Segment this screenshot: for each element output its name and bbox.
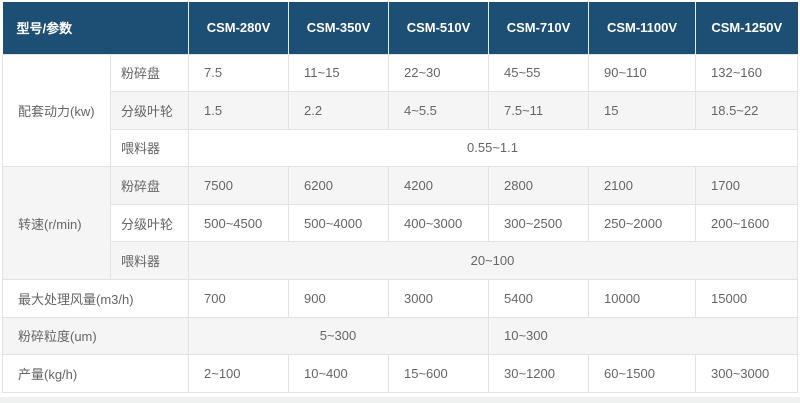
- cell-value: 3000: [388, 279, 489, 318]
- cell-value: 5400: [488, 279, 589, 318]
- product-spec-table: 型号/参数 CSM-280V CSM-350V CSM-510V CSM-710…: [2, 2, 798, 393]
- cell-value: 15000: [695, 279, 798, 318]
- cell-value: 11~15: [288, 53, 389, 93]
- cell-value: 10000: [588, 279, 696, 318]
- cell-value: 10~400: [288, 354, 389, 393]
- cell-value: 300~2500: [488, 203, 589, 243]
- header-model-csm-350v: CSM-350V: [288, 2, 389, 54]
- cell-value: 7500: [188, 166, 289, 205]
- cell-value: 2.2: [288, 91, 389, 130]
- header-model-csm-1250v: CSM-1250V: [695, 2, 798, 54]
- table-row-speed-disc: 转速(r/min) 粉碎盘 7500 6200 4200 2800 2100 1…: [2, 166, 798, 281]
- table-row-speed-impeller: 分级叶轮 500~4500 500~4000 400~3000 300~2500…: [3, 203, 798, 243]
- table-row-fineness: 粉碎粒度(um) 5~300 10~300: [2, 316, 798, 356]
- cell-value: 500~4500: [188, 203, 289, 243]
- cell-value: 15~600: [388, 354, 489, 393]
- cell-value: 200~1600: [695, 203, 798, 243]
- table-row-power-impeller: 分级叶轮 1.5 2.2 4~5.5 7.5~11 15 18.5~22: [3, 91, 798, 130]
- cell-value: 900: [288, 279, 389, 318]
- cell-value: 7.5: [188, 53, 289, 93]
- cell-value: 7.5~11: [488, 91, 589, 130]
- cell-value: 250~2000: [588, 203, 696, 243]
- sublabel-impeller: 分级叶轮: [110, 91, 189, 130]
- cell-value: 90~110: [588, 53, 696, 93]
- page-background-strip: [0, 397, 800, 403]
- table-row-power-feeder: 喂料器 0.55~1.1: [3, 128, 798, 168]
- cell-merged-value-right: 10~300: [488, 316, 798, 356]
- cell-value: 500~4000: [288, 203, 389, 243]
- cell-value: 60~1500: [588, 354, 696, 393]
- sublabel-disc: 粉碎盘: [110, 166, 189, 205]
- cell-value: 18.5~22: [695, 91, 798, 130]
- sublabel-disc: 粉碎盘: [110, 53, 189, 93]
- cell-value: 2~100: [188, 354, 289, 393]
- cell-merged-value-left: 5~300: [188, 316, 489, 356]
- cell-value: 15: [588, 91, 696, 130]
- cell-value: 1700: [695, 166, 798, 205]
- cell-value: 22~30: [388, 53, 489, 93]
- header-param-label: 型号/参数: [2, 2, 189, 54]
- header-model-csm-710v: CSM-710V: [488, 2, 589, 54]
- cell-value: 300~3000: [695, 354, 798, 393]
- cell-value: 2800: [488, 166, 589, 205]
- row-label-fineness: 粉碎粒度(um): [2, 316, 189, 356]
- header-model-csm-1100v: CSM-1100V: [588, 2, 696, 54]
- table-row-speed-feeder: 喂料器 20~100: [3, 241, 798, 281]
- cell-value: 30~1200: [488, 354, 589, 393]
- cell-value: 400~3000: [388, 203, 489, 243]
- table-row-power-disc: 配套动力(kw) 粉碎盘 7.5 11~15 22~30 45~55 90~11…: [2, 53, 798, 168]
- row-label-airflow: 最大处理风量(m3/h): [2, 279, 189, 318]
- row-label-capacity: 产量(kg/h): [2, 354, 189, 393]
- header-model-csm-510v: CSM-510V: [388, 2, 489, 54]
- cell-merged-value: 0.55~1.1: [188, 128, 798, 168]
- group-label-speed: 转速(r/min): [2, 166, 111, 281]
- table-row-airflow: 最大处理风量(m3/h) 700 900 3000 5400 10000 150…: [2, 279, 798, 318]
- cell-value: 4200: [388, 166, 489, 205]
- sublabel-feeder: 喂料器: [110, 241, 189, 281]
- cell-value: 2100: [588, 166, 696, 205]
- cell-value: 1.5: [188, 91, 289, 130]
- table-header: 型号/参数 CSM-280V CSM-350V CSM-510V CSM-710…: [2, 2, 798, 54]
- cell-value: 4~5.5: [388, 91, 489, 130]
- cell-merged-value: 20~100: [188, 241, 798, 281]
- cell-value: 132~160: [695, 53, 798, 93]
- cell-value: 45~55: [488, 53, 589, 93]
- sublabel-feeder: 喂料器: [110, 128, 189, 168]
- cell-value: 6200: [288, 166, 389, 205]
- group-label-power: 配套动力(kw): [2, 53, 111, 168]
- header-row: 型号/参数 CSM-280V CSM-350V CSM-510V CSM-710…: [2, 2, 798, 54]
- sublabel-impeller: 分级叶轮: [110, 203, 189, 243]
- cell-value: 700: [188, 279, 289, 318]
- header-model-csm-280v: CSM-280V: [188, 2, 289, 54]
- table-row-capacity: 产量(kg/h) 2~100 10~400 15~600 30~1200 60~…: [2, 354, 798, 393]
